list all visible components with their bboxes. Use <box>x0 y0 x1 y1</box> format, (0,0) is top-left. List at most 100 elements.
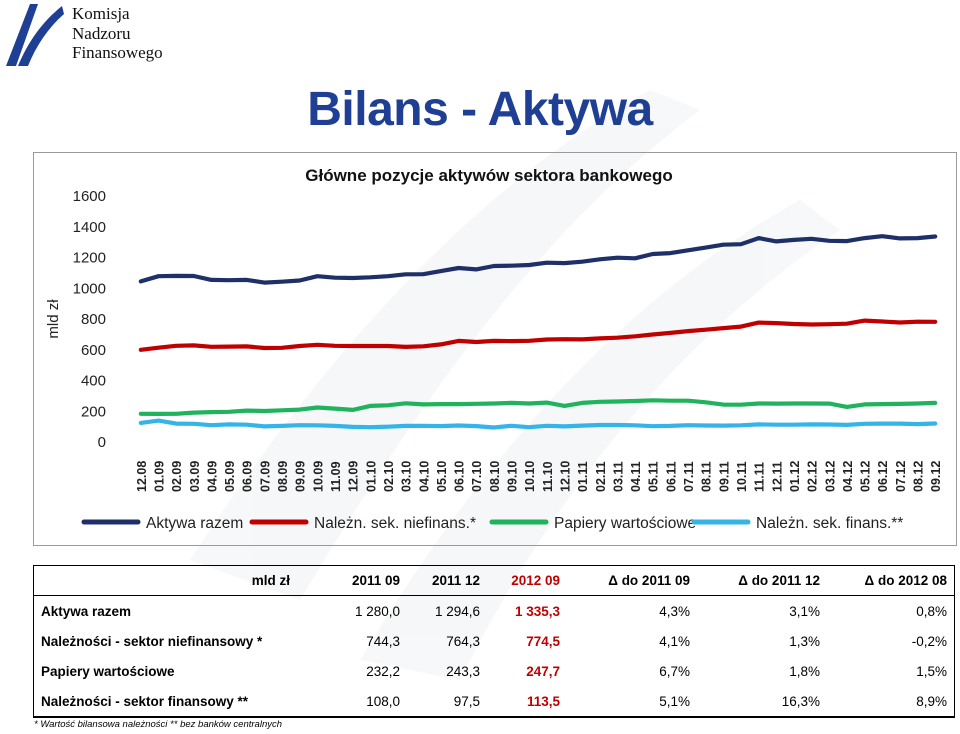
summary-table-wrap: mld zł 2011 09 2011 12 2012 09 Δ do 2011… <box>33 565 955 717</box>
table-row: Aktywa razem 1 280,0 1 294,6 1 335,3 4,3… <box>33 596 955 627</box>
cell: 764,3 <box>446 633 480 649</box>
cell-current: 1 335,3 <box>514 603 560 619</box>
cell: -0,2% <box>911 633 947 649</box>
x-tick-label: 03.12 <box>823 461 837 492</box>
x-tick-label: 08.10 <box>488 461 502 492</box>
x-tick-label: 12.11 <box>770 461 784 492</box>
x-tick-label: 05.09 <box>223 461 237 492</box>
x-tick-label: 01.10 <box>364 461 378 492</box>
x-tick-label: 03.11 <box>611 461 625 492</box>
x-tick-label: 10.09 <box>311 461 325 492</box>
x-tick-label: 02.10 <box>382 461 396 492</box>
logo: Komisja Nadzoru Finansowego <box>4 2 174 68</box>
logo-line-1: Komisja <box>72 4 130 23</box>
row-label: Aktywa razem <box>41 603 132 619</box>
cell: 1 280,0 <box>354 603 400 619</box>
x-tick-label: 05.11 <box>647 461 661 492</box>
y-tick-label: 1600 <box>73 188 106 205</box>
y-tick-label: 1200 <box>73 250 106 267</box>
cell: 8,9% <box>828 686 955 717</box>
cell: 4,3% <box>659 603 690 619</box>
cell: 16,3% <box>698 686 828 717</box>
summary-table: mld zł 2011 09 2011 12 2012 09 Δ do 2011… <box>33 565 955 717</box>
x-tick-label: 12.08 <box>135 461 149 492</box>
series-line <box>138 418 938 430</box>
x-tick-label: 01.11 <box>576 461 590 492</box>
x-tick-label: 08.11 <box>700 461 714 492</box>
x-tick-label: 11.10 <box>541 461 555 492</box>
cell-current: 247,7 <box>526 663 560 679</box>
x-tick-label: 04.12 <box>841 461 855 492</box>
header-col: 2011 09 <box>298 565 408 596</box>
x-tick-label: 06.10 <box>453 461 467 492</box>
x-tick-label: 09.10 <box>506 461 520 492</box>
series-line <box>138 234 938 285</box>
line-chart: Główne pozycje aktywów sektora bankowego… <box>45 166 943 532</box>
cell: 4,1% <box>659 633 690 649</box>
cell: 744,3 <box>366 633 400 649</box>
x-tick-label: 06.12 <box>876 461 890 492</box>
cell: 243,3 <box>446 663 480 679</box>
x-tick-label: 07.12 <box>894 461 908 492</box>
x-tick-label: 11.11 <box>753 462 767 492</box>
x-tick-label: 02.11 <box>594 461 608 492</box>
x-tick-label: 01.12 <box>788 461 802 492</box>
legend-label: Należn. sek. finans.** <box>756 515 903 532</box>
x-tick-label: 08.09 <box>276 461 290 492</box>
x-tick-label: 05.12 <box>859 461 873 492</box>
x-tick-label: 10.11 <box>735 461 749 492</box>
x-tick-label: 07.10 <box>470 461 484 492</box>
x-tick-label: 11.09 <box>329 461 343 492</box>
x-tick-label: 03.10 <box>400 461 414 492</box>
logo-line-2: Nadzoru <box>72 23 131 43</box>
cell-current: 774,5 <box>526 633 560 649</box>
cell: 1,3% <box>789 633 820 649</box>
x-tick-label: 07.09 <box>258 461 272 492</box>
legend-label: Aktywa razem <box>146 515 243 532</box>
slide-title: Bilans - Aktywa <box>307 83 653 136</box>
table-header-row: mld zł 2011 09 2011 12 2012 09 Δ do 2011… <box>33 565 955 596</box>
cell: 1,5% <box>916 663 947 679</box>
x-tick-label: 10.10 <box>523 461 537 492</box>
row-label: Papiery wartościowe <box>41 663 175 679</box>
x-tick-label: 06.11 <box>664 461 678 492</box>
cell: 232,2 <box>366 663 400 679</box>
header-col: 2011 12 <box>408 565 488 596</box>
x-tick-label: 12.10 <box>558 461 572 492</box>
chart-panel: Główne pozycje aktywów sektora bankowego… <box>33 152 957 546</box>
y-tick-label: 1000 <box>73 280 106 297</box>
cell: 1,8% <box>789 663 820 679</box>
y-axis-label: mld zł <box>45 299 62 339</box>
footnote: * Wartość bilansowa należności ** bez ba… <box>34 719 283 730</box>
header-col: Δ do 2011 12 <box>698 565 828 596</box>
cell: 1 294,6 <box>434 603 480 619</box>
legend-label: Papiery wartościowe <box>554 515 696 532</box>
cell: 5,1% <box>568 686 698 717</box>
x-tick-label: 04.11 <box>629 461 643 492</box>
x-tick-label: 09.12 <box>929 461 943 492</box>
row-label: Należności - sektor finansowy ** <box>33 686 298 717</box>
x-tick-label: 09.09 <box>294 461 308 492</box>
series-line <box>138 398 938 416</box>
x-tick-label: 12.09 <box>347 461 361 492</box>
x-tick-label: 02.09 <box>170 461 184 492</box>
y-tick-label: 1400 <box>73 219 106 236</box>
chart-title: Główne pozycje aktywów sektora bankowego <box>305 166 672 185</box>
y-tick-label: 800 <box>81 311 106 328</box>
cell: 97,5 <box>408 686 488 717</box>
cell: 6,7% <box>659 663 690 679</box>
cell: 3,1% <box>789 603 820 619</box>
y-tick-label: 400 <box>81 373 106 390</box>
x-tick-label: 09.11 <box>717 461 731 492</box>
header-unit: mld zł <box>33 565 298 596</box>
y-tick-label: 200 <box>81 403 106 420</box>
x-tick-label: 08.12 <box>912 461 926 492</box>
x-tick-label: 07.11 <box>682 461 696 492</box>
x-tick-label: 04.09 <box>205 461 219 492</box>
table-row: Papiery wartościowe 232,2 243,3 247,7 6,… <box>33 656 955 686</box>
x-tick-label: 04.10 <box>417 461 431 492</box>
x-tick-label: 02.12 <box>806 461 820 492</box>
cell: 108,0 <box>298 686 408 717</box>
table-row: Należności - sektor niefinansowy * 744,3… <box>33 626 955 656</box>
header-col: Δ do 2011 09 <box>568 565 698 596</box>
